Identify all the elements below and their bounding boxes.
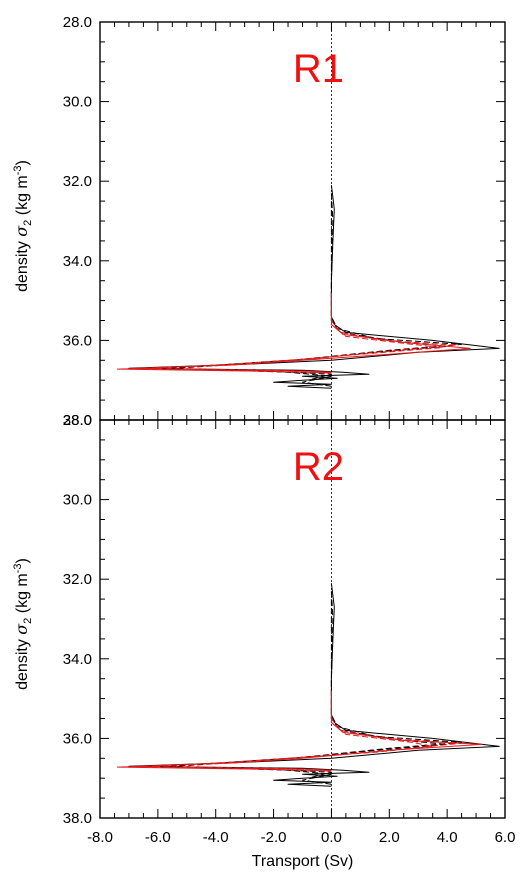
x-tick-label: -8.0 xyxy=(87,829,113,846)
series-line-6 xyxy=(134,296,442,373)
x-tick-label: -2.0 xyxy=(261,829,287,846)
y-axis-title-subscript: 2 xyxy=(22,220,34,226)
y-tick-label: 34.0 xyxy=(63,253,92,270)
y-axis-title-superscript: -3 xyxy=(12,563,24,573)
x-tick-label: 2.0 xyxy=(379,829,400,846)
panel-label: R2 xyxy=(293,445,344,489)
x-tick-label: 4.0 xyxy=(437,829,458,846)
panel-label: R1 xyxy=(293,47,344,91)
y-axis-title-unit-close: ) xyxy=(14,558,31,563)
y-tick-label: 36.0 xyxy=(63,730,92,747)
y-tick-label: 32.0 xyxy=(63,173,92,190)
panel-r2: 28.0 30.0 32.0 34.0 36.0 38.0 -8.0 -6.0 -4.0 -2.0… xyxy=(12,412,515,870)
x-tick-label: 6.0 xyxy=(495,829,516,846)
y-axis-title: density σ2 (kg m-3) xyxy=(12,558,34,690)
x-tick-label: -6.0 xyxy=(145,829,171,846)
y-tick-label: 30.0 xyxy=(63,94,92,111)
y-tick-label: 30.0 xyxy=(63,492,92,509)
y-tick-label: 32.0 xyxy=(63,571,92,588)
y-axis-title-unit-close: ) xyxy=(14,160,31,165)
y-tick-label: 28.0 xyxy=(63,412,92,429)
x-axis-title: Transport (Sv) xyxy=(252,853,354,870)
series-line-4 xyxy=(116,292,471,374)
y-tick-label: 34.0 xyxy=(63,651,92,668)
x-tick-label: -4.0 xyxy=(203,829,229,846)
y-axis-title-main: density xyxy=(14,635,31,690)
y-axis-title-symbol: σ xyxy=(12,225,31,237)
series-line-5 xyxy=(142,292,457,373)
series-line-4 xyxy=(116,690,483,772)
y-tick-label: 28.0 xyxy=(63,14,92,31)
y-axis-title-subscript: 2 xyxy=(22,618,34,624)
y-axis-title-symbol: σ xyxy=(12,623,31,635)
y-axis-title-superscript: -3 xyxy=(12,165,24,175)
series-line-2 xyxy=(171,193,463,387)
y-axis-title-main: density xyxy=(14,237,31,292)
series-line-6 xyxy=(134,694,434,771)
y-axis-title: density σ2 (kg m-3) xyxy=(12,160,34,292)
panel-r1: 28.0 30.0 32.0 34.0 36.0 38.0 density σ2 (kg m… xyxy=(12,14,506,429)
y-tick-label: 38.0 xyxy=(63,412,92,429)
y-tick-label: 36.0 xyxy=(63,332,92,349)
y-axis-title-unit: (kg m xyxy=(14,573,31,617)
series-line-2 xyxy=(171,591,463,785)
y-tick-label: 38.0 xyxy=(63,810,92,827)
y-axis-title-unit: (kg m xyxy=(14,175,31,219)
x-tick-label: 0.0 xyxy=(321,829,342,846)
